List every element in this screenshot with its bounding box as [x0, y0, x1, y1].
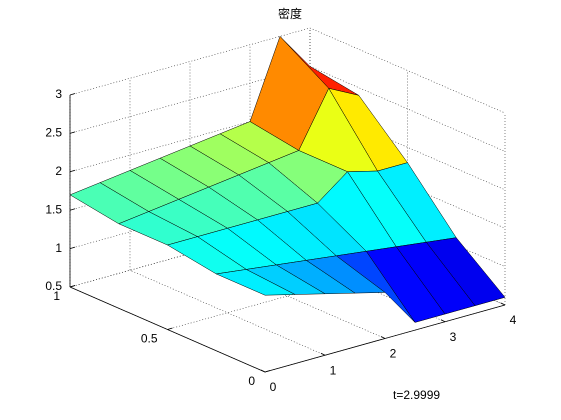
grid-line: [309, 104, 506, 191]
y-tick-label: 0.5: [141, 332, 158, 346]
grid-line: [69, 27, 311, 96]
tick-mark: [69, 208, 76, 211]
z-tick-label: 0.5: [45, 279, 62, 293]
tick-mark: [264, 370, 271, 373]
z-tick-label: 2.5: [45, 126, 62, 140]
tick-mark: [69, 285, 76, 288]
tick-mark: [380, 336, 386, 339]
tick-mark: [69, 131, 76, 134]
z-tick-label: 2: [55, 164, 62, 178]
y-tick-label: 0: [248, 374, 255, 388]
tick-mark: [260, 369, 266, 373]
tick-mark: [69, 93, 76, 96]
x-tick-label: 1: [330, 363, 337, 377]
y-tick-label: 1: [53, 289, 60, 303]
tick-mark: [167, 327, 173, 330]
grid-line: [129, 269, 326, 356]
grid-line: [309, 181, 506, 267]
annotation: t=2.9999: [393, 388, 440, 402]
tick-mark: [69, 169, 76, 173]
z-tick-label: 1: [55, 241, 62, 255]
x-tick-label: 4: [510, 313, 517, 327]
chart-title: 密度: [278, 6, 302, 21]
grid-line: [309, 66, 506, 152]
tick-mark: [69, 246, 76, 249]
grid-line: [309, 142, 506, 229]
tick-mark: [320, 352, 326, 356]
tick-mark: [500, 302, 506, 306]
x-tick-label: 2: [390, 347, 397, 361]
z-tick-label: 1.5: [45, 202, 62, 216]
tick-mark: [440, 319, 446, 323]
surface-patch: [215, 269, 296, 296]
z-tick-label: 3: [55, 87, 62, 101]
grid-line: [309, 27, 506, 114]
x-tick-label: 3: [450, 330, 457, 344]
x-tick-label: 0: [270, 380, 277, 394]
